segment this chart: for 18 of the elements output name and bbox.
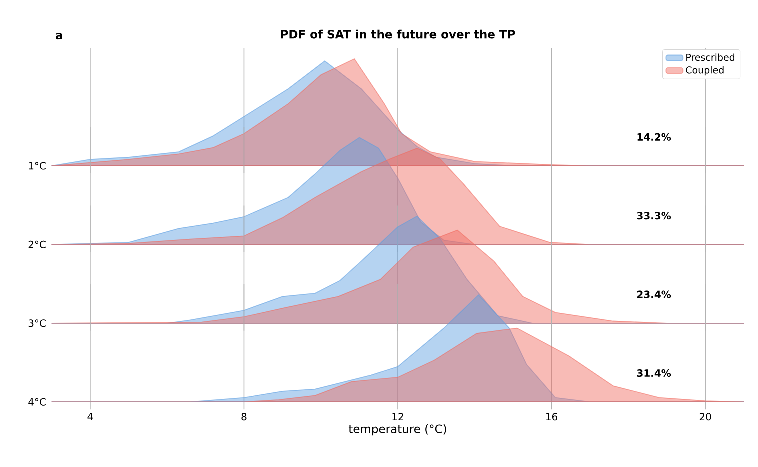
text: a <box>56 33 62 40</box>
x-tick-label: 8 <box>242 413 247 421</box>
legend-label: Coupled <box>686 66 724 76</box>
y-axis-title: 2°C <box>28 240 46 248</box>
x-axis-title: temperature (°C) <box>348 424 446 436</box>
y-axis-title: 4°C <box>28 398 46 406</box>
annotation: 31.4% <box>637 370 672 378</box>
x-tick-label: 12 <box>392 413 404 421</box>
x-tick-label: 4 <box>88 413 94 420</box>
chart-title: PDF of SAT in the future over the TP <box>281 30 516 39</box>
y-axis-title: 1°C <box>29 162 46 170</box>
annotation: 14.2% <box>638 133 672 141</box>
x-tick-label: 16 <box>546 413 558 421</box>
x-tick-label: 20 <box>700 413 712 421</box>
legend-label: Prescribed <box>686 54 735 62</box>
y-axis-title: 3°C <box>28 320 46 328</box>
annotation: 33.3% <box>637 212 672 220</box>
annotation: 23.4% <box>637 290 672 298</box>
